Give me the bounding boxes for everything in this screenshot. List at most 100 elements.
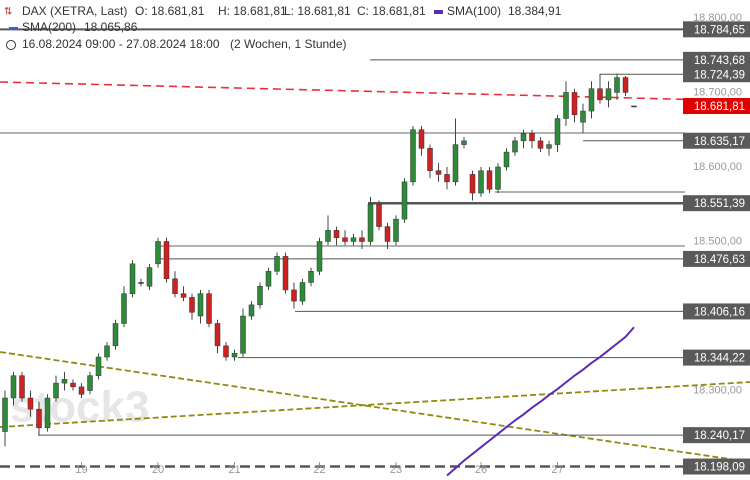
candle-body xyxy=(444,174,450,183)
candle-body xyxy=(61,379,68,384)
candle-body xyxy=(452,144,459,183)
candle-body xyxy=(308,271,314,283)
candle-body xyxy=(605,88,612,101)
candle-body xyxy=(580,110,586,123)
level-label: 18.476,63 xyxy=(694,254,745,266)
candle-body xyxy=(418,129,425,149)
candle-body xyxy=(291,289,297,302)
icon: ⇅ xyxy=(4,7,12,18)
candle-body xyxy=(563,92,569,119)
candle-body xyxy=(350,237,357,242)
candle-body xyxy=(316,241,323,272)
quote: C: 18.681,81 xyxy=(357,4,426,18)
candle-body xyxy=(19,375,25,399)
level-badge xyxy=(683,250,750,267)
level-badge xyxy=(683,132,750,149)
candle-body xyxy=(197,293,204,317)
candle-body xyxy=(529,133,535,142)
candle-body xyxy=(401,181,408,220)
candle-body xyxy=(104,345,110,358)
candle-body xyxy=(282,256,289,291)
candle-body xyxy=(95,356,102,376)
candle-body xyxy=(503,151,510,168)
x-tick-label: 19 xyxy=(75,464,87,476)
y-tick-label: 18.600,00 xyxy=(693,161,742,173)
legend-label: SMA(100) xyxy=(447,4,501,18)
candle-body xyxy=(78,386,85,395)
level-label: 18.406,16 xyxy=(694,306,745,318)
x-tick-label: 22 xyxy=(313,464,325,476)
candle-body xyxy=(495,166,501,190)
level-badge xyxy=(683,458,750,475)
y-tick-label: 18.500,00 xyxy=(693,235,742,247)
level-label: 18.743,68 xyxy=(694,55,745,67)
candle-body xyxy=(333,230,340,239)
level-label: 18.724,39 xyxy=(694,69,745,81)
level-label: 18.198,09 xyxy=(694,462,745,474)
candle-body xyxy=(410,129,416,183)
trend-line xyxy=(0,351,750,463)
candle-body xyxy=(257,285,263,306)
candle-body xyxy=(537,140,544,149)
candle-body xyxy=(384,226,391,242)
interval: (2 Wochen, 1 Stunde) xyxy=(230,37,347,51)
candle-body xyxy=(376,203,382,227)
candle-body xyxy=(146,267,153,287)
x-tick-label: 26 xyxy=(475,464,487,476)
level-label: 18.784,65 xyxy=(694,24,745,36)
candle-body xyxy=(597,88,603,101)
clock-icon xyxy=(6,40,16,50)
candle-body xyxy=(486,170,493,190)
level-label: 18.681,81 xyxy=(694,101,745,113)
candle-body xyxy=(27,397,34,410)
candle-body xyxy=(10,375,17,399)
candle-body xyxy=(571,92,578,116)
candle-body xyxy=(189,297,195,313)
level-badge xyxy=(683,97,750,114)
candle-body xyxy=(614,77,620,93)
legend-swatch xyxy=(9,27,18,30)
legend-value: 18.065,86 xyxy=(84,20,138,34)
candle-body xyxy=(2,397,8,432)
candle-body xyxy=(512,140,518,153)
candle-body xyxy=(172,278,178,294)
period: 16.08.2024 09:00 - 27.08.2024 18:00 xyxy=(22,37,220,51)
candle-body xyxy=(265,271,272,287)
candle-body xyxy=(53,382,59,399)
candle-body xyxy=(342,237,348,242)
quote: H: 18.681,81 xyxy=(218,4,287,18)
plot xyxy=(0,28,750,477)
level-badge xyxy=(683,21,750,38)
y-tick-label: 18.300,00 xyxy=(693,384,742,396)
candle-body xyxy=(36,408,42,429)
x-tick-label: 20 xyxy=(152,464,164,476)
candle-body xyxy=(367,203,374,242)
level-badge xyxy=(683,349,750,366)
x-tick-label: 23 xyxy=(390,464,402,476)
candle-body xyxy=(469,174,476,194)
x-tick-label: 21 xyxy=(228,464,240,476)
candle-body xyxy=(44,397,51,429)
candle-body xyxy=(248,304,255,317)
candle-body xyxy=(180,293,187,298)
candle-body xyxy=(299,282,306,302)
candle-body xyxy=(461,140,467,145)
candle-body xyxy=(520,133,527,142)
candle-body xyxy=(435,170,442,175)
candle-body xyxy=(240,315,246,354)
level-label: 18.551,39 xyxy=(694,198,745,210)
candle-body xyxy=(325,230,331,242)
trend-line xyxy=(0,381,750,428)
candle-body xyxy=(554,118,561,145)
level-label: 18.344,22 xyxy=(694,353,745,365)
candle-body xyxy=(138,282,144,284)
quote: O: 18.681,81 xyxy=(135,4,205,18)
level-label: 18.240,17 xyxy=(694,430,745,442)
candle-body xyxy=(478,170,484,194)
legend-label: SMA(200) xyxy=(22,20,76,34)
instrument: DAX (XETRA, Last) xyxy=(22,4,127,18)
level-badge xyxy=(683,303,750,320)
candle-body xyxy=(231,353,238,358)
level-badge xyxy=(683,195,750,212)
